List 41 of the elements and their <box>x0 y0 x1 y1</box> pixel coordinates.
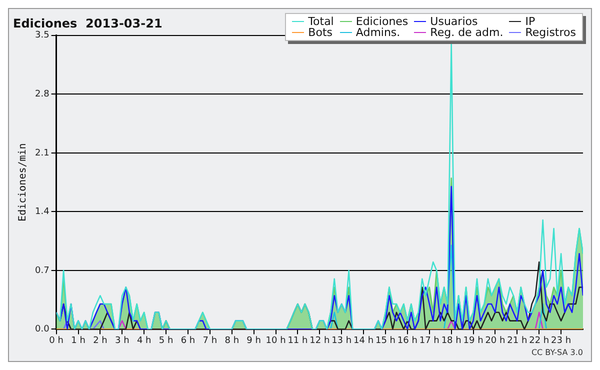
y-tick-label: 2.1 <box>34 148 50 158</box>
x-tick-label: 21 h <box>507 336 528 346</box>
y-tick-label: 2.8 <box>34 90 50 100</box>
legend-label: Total <box>308 15 334 28</box>
x-tick-label: 20 h <box>485 336 506 346</box>
legend-label: Registros <box>525 26 576 39</box>
text: CC BY-SA 3.0 <box>531 348 583 357</box>
x-tick-label: 19 h <box>463 336 484 346</box>
x-tick-label: 5 h <box>158 336 174 346</box>
x-tick-label: 6 h <box>180 336 196 346</box>
y-tick-label: 0.0 <box>34 324 50 335</box>
x-tick-label: 1 h <box>71 336 86 346</box>
x-tick-label: 22 h <box>529 336 550 346</box>
x-tick-label: 15 h <box>375 336 396 346</box>
chart-title: Ediciones 2013-03-21 <box>13 16 162 30</box>
y-tick-label: 1.4 <box>34 207 50 218</box>
x-tick-label: 3 h <box>115 336 130 346</box>
x-tick-label: 2 h <box>93 336 108 346</box>
y-tick-label: 3.5 <box>34 30 50 41</box>
y-tick-label: 0.7 <box>34 266 50 276</box>
y-axis-title: Ediciones/min <box>18 143 29 222</box>
x-tick-label: 0 h <box>49 336 64 346</box>
legend-label: IP <box>525 15 536 28</box>
x-tick-label: 7 h <box>202 336 218 346</box>
x-tick-label: 18 h <box>441 336 462 346</box>
x-tick-label: 16 h <box>397 336 418 346</box>
legend-label: Bots <box>308 26 332 39</box>
x-tick-label: 8 h <box>224 336 240 346</box>
x-tick-label: 9 h <box>246 336 261 346</box>
x-tick-label: 4 h <box>136 336 152 346</box>
x-tick-label: 13 h <box>332 336 352 346</box>
legend-label: Ediciones <box>356 15 408 28</box>
x-tick-label: 11 h <box>288 336 308 346</box>
legend-label: Reg. de adm. <box>430 26 504 39</box>
x-tick-label: 23 h <box>551 336 572 346</box>
legend-label: Admins. <box>356 26 400 39</box>
x-tick-label: 10 h <box>266 336 286 346</box>
x-tick-label: 14 h <box>354 336 374 346</box>
x-tick-label: 17 h <box>419 336 440 346</box>
x-tick-label: 12 h <box>310 336 330 346</box>
legend-label: Usuarios <box>430 15 478 28</box>
